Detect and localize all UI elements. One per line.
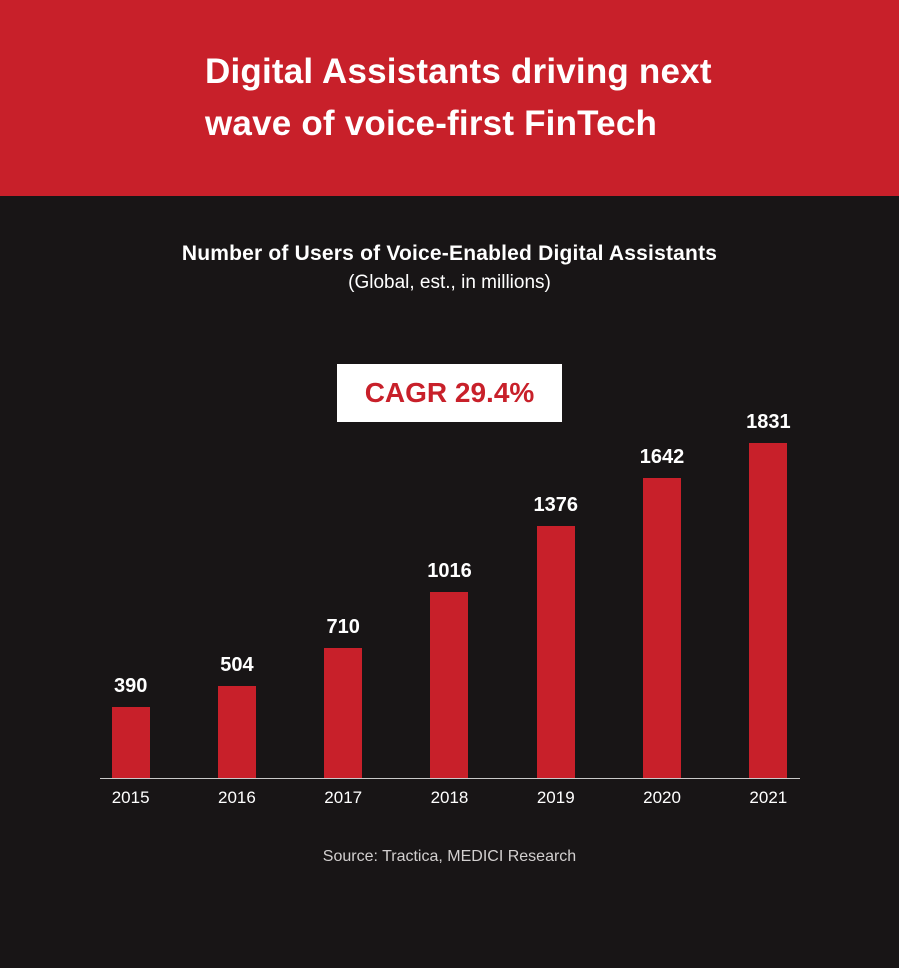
bar: [643, 478, 682, 778]
bar-column: 710: [290, 616, 396, 778]
bar-value-label: 1831: [746, 411, 791, 433]
x-axis-tick-label: 2019: [536, 788, 575, 807]
chart-title: Number of Users of Voice-Enabled Digital…: [181, 242, 718, 265]
bar: [217, 686, 256, 778]
bar-column: 1831: [715, 411, 821, 778]
bar-column: 1376: [503, 494, 609, 778]
bar-column: 1016: [396, 560, 502, 778]
bar-value-label: 1016: [427, 560, 472, 582]
bar: [430, 592, 469, 778]
bar-value-label: 1376: [533, 494, 579, 516]
bar-column: 504: [184, 654, 290, 778]
chart-subtitle: (Global, est., in millions): [348, 272, 551, 293]
x-axis-tick-label: 2018: [430, 788, 469, 807]
bar-value-label: 710: [326, 616, 360, 638]
bar: [749, 443, 788, 778]
x-axis-tick-label: 2017: [324, 788, 363, 807]
bar: [536, 526, 575, 778]
bar-value-label: 1642: [639, 446, 685, 468]
bar-column: 1642: [609, 446, 715, 778]
bar: [324, 648, 363, 778]
x-axis-labels: 2015 2016 2017 2018 2019 2020 2021: [78, 788, 822, 808]
page-title: Digital Assistants driving next wave of …: [0, 46, 712, 150]
x-axis-tick-label: 2021: [749, 788, 788, 807]
cagr-badge-row: CAGR 29.4%: [0, 364, 899, 422]
header-banner: Digital Assistants driving next wave of …: [0, 0, 899, 196]
x-axis-tick-label: 2016: [218, 788, 256, 807]
bar-value-label: 504: [220, 654, 254, 676]
source-attribution: Source: Tractica, MEDICI Research: [322, 848, 577, 865]
bar-value-label: 390: [113, 675, 148, 697]
x-axis-tick-label: 2015: [111, 788, 150, 807]
bar-column: 390: [78, 675, 184, 778]
x-axis-line: [99, 778, 800, 779]
cagr-badge: CAGR 29.4%: [336, 364, 563, 422]
bar-plot: 390 504 710 1016 1376 1642 1831: [78, 411, 822, 778]
page-title-line-2: wave of voice-first FinTech: [205, 104, 658, 143]
bar: [111, 707, 150, 778]
x-axis-tick-label: 2020: [643, 788, 681, 807]
page-title-line-1: Digital Assistants driving next: [205, 52, 712, 91]
